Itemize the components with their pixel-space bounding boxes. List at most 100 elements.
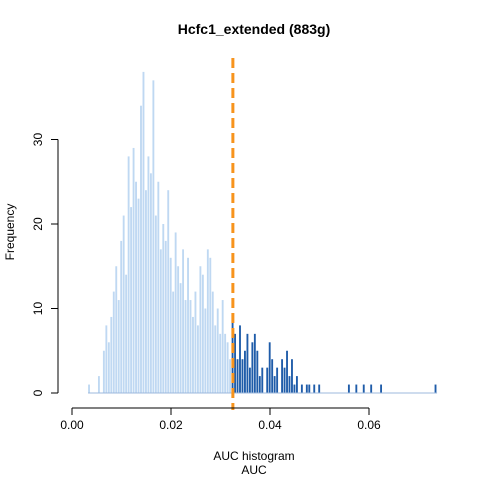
histogram-bar bbox=[152, 80, 155, 393]
histogram-bar bbox=[110, 316, 113, 393]
histogram-bar bbox=[209, 257, 212, 393]
x-tick-label: 0.02 bbox=[159, 418, 183, 432]
x-tick-label: 0.04 bbox=[258, 418, 282, 432]
histogram-bar bbox=[224, 333, 227, 393]
histogram-bar bbox=[261, 367, 264, 393]
histogram-bar bbox=[370, 384, 373, 393]
histogram-bar bbox=[355, 384, 358, 393]
histogram-bar bbox=[122, 215, 125, 393]
histogram-bar bbox=[295, 376, 298, 393]
histogram-bar bbox=[362, 384, 365, 393]
histogram-bar bbox=[192, 316, 194, 393]
histogram-bar bbox=[229, 359, 232, 393]
histogram-bar bbox=[251, 342, 254, 393]
histogram-bar bbox=[199, 266, 202, 393]
histogram-bar bbox=[300, 384, 303, 393]
histogram-bar bbox=[187, 257, 189, 393]
histogram-bar bbox=[189, 300, 192, 393]
histogram-bar bbox=[135, 181, 137, 393]
histogram-bar bbox=[256, 350, 259, 393]
histogram-bar bbox=[107, 342, 110, 393]
histogram-bar bbox=[434, 384, 437, 393]
histogram-bar bbox=[157, 181, 160, 393]
y-axis-label: Frequency bbox=[3, 204, 17, 261]
histogram-bar bbox=[276, 367, 279, 393]
histogram-bar bbox=[266, 367, 269, 393]
histogram-bar bbox=[221, 300, 224, 393]
histogram-bar bbox=[177, 266, 180, 393]
histogram-bars bbox=[88, 71, 438, 394]
x-axis: 0.00 0.02 0.04 0.06 bbox=[60, 407, 381, 432]
histogram-bar bbox=[211, 291, 214, 393]
histogram-bar bbox=[214, 325, 217, 393]
histogram-bar bbox=[201, 274, 204, 393]
histogram-bar bbox=[159, 249, 162, 393]
histogram-bar bbox=[145, 190, 147, 393]
histogram-bar bbox=[246, 333, 249, 393]
histogram-bar bbox=[204, 308, 207, 393]
histogram-bar bbox=[286, 350, 288, 393]
histogram-bar bbox=[258, 376, 261, 393]
x-tick-label: 0.00 bbox=[60, 418, 84, 432]
histogram-bar bbox=[253, 333, 256, 393]
histogram-bar bbox=[380, 384, 383, 393]
y-tick-label: 30 bbox=[31, 133, 45, 147]
y-tick-label: 10 bbox=[31, 302, 45, 316]
histogram-bar bbox=[216, 308, 219, 393]
histogram-bar bbox=[179, 283, 182, 393]
histogram-bar bbox=[273, 376, 276, 393]
histogram-bar bbox=[305, 384, 308, 393]
histogram-bar bbox=[125, 274, 128, 393]
histogram-bar bbox=[196, 325, 199, 393]
histogram-bar bbox=[102, 350, 105, 393]
histogram-bar bbox=[169, 257, 172, 393]
histogram-bar bbox=[283, 367, 286, 393]
histogram-bar bbox=[291, 359, 293, 393]
histogram-bar bbox=[140, 105, 142, 393]
histogram-bar bbox=[88, 384, 90, 393]
histogram-bar bbox=[244, 350, 246, 393]
chart-title: Hcfc1_extended (883g) bbox=[178, 21, 331, 37]
histogram-bar bbox=[149, 173, 152, 393]
histogram-bar bbox=[231, 316, 234, 393]
histogram-bar bbox=[236, 359, 239, 393]
x-tick-label: 0.06 bbox=[357, 418, 381, 432]
histogram-bar bbox=[239, 325, 241, 393]
histogram-bar bbox=[105, 325, 108, 393]
histogram-bar bbox=[137, 198, 140, 393]
x-axis-label: AUC bbox=[241, 463, 267, 477]
y-tick-label: 0 bbox=[31, 389, 45, 396]
histogram-bar bbox=[182, 249, 185, 393]
histogram-bar bbox=[97, 376, 100, 393]
histogram-bar bbox=[226, 342, 229, 393]
histogram-bar bbox=[164, 240, 167, 393]
histogram-bar bbox=[194, 291, 197, 393]
histogram-bar bbox=[313, 384, 316, 393]
x-axis-label-top: AUC histogram bbox=[213, 449, 294, 463]
histogram-bar bbox=[154, 215, 157, 393]
histogram-bar bbox=[162, 224, 165, 393]
histogram-bar bbox=[241, 359, 244, 393]
histogram-bar bbox=[112, 291, 115, 393]
histogram-bar bbox=[127, 156, 130, 393]
histogram-bar bbox=[117, 300, 120, 393]
histogram-bar bbox=[167, 190, 170, 393]
histogram-bar bbox=[184, 300, 187, 393]
histogram-bar bbox=[347, 384, 350, 393]
histogram-bar bbox=[132, 147, 135, 393]
histogram-bar bbox=[172, 291, 175, 393]
histogram-bar bbox=[115, 266, 118, 393]
histogram-bar bbox=[142, 71, 145, 394]
histogram-bar bbox=[308, 384, 311, 393]
histogram-bar bbox=[293, 384, 296, 393]
histogram-bar bbox=[281, 359, 284, 393]
y-axis: 0 10 20 30 bbox=[31, 133, 59, 396]
y-tick-label: 20 bbox=[31, 217, 45, 231]
histogram-bar bbox=[268, 342, 271, 393]
histogram-bar bbox=[147, 156, 150, 393]
histogram-bar bbox=[219, 333, 222, 393]
histogram-bar bbox=[174, 232, 177, 393]
histogram-bar bbox=[234, 333, 236, 393]
histogram-bar bbox=[288, 376, 291, 393]
